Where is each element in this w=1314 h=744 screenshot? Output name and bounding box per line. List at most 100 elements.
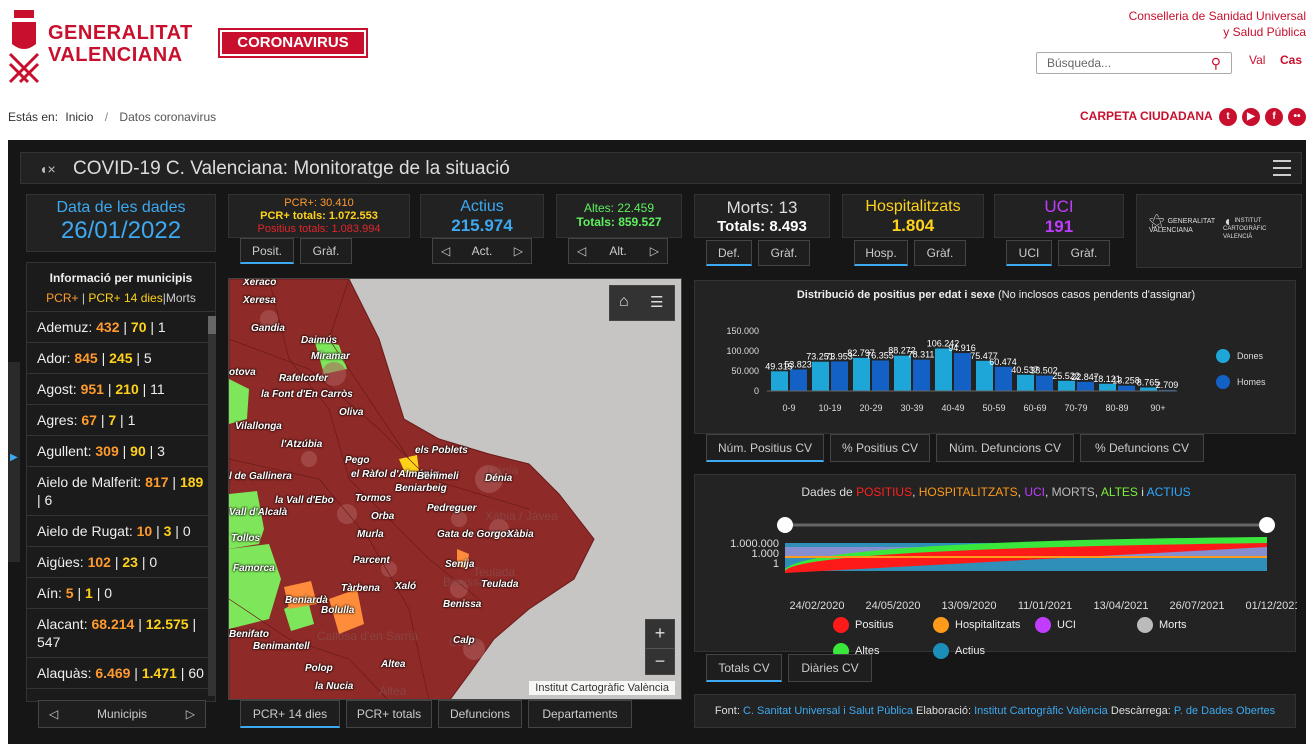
bar-dones[interactable] bbox=[1058, 380, 1075, 391]
tab-totals-cv[interactable]: Totals CV bbox=[706, 654, 782, 682]
side-panel-toggle[interactable]: ▶ bbox=[8, 362, 20, 562]
logo-text[interactable]: GENERALITAT VALENCIANA bbox=[48, 22, 193, 66]
chevron-left-icon[interactable]: ◁ bbox=[577, 244, 587, 258]
zoom-in-button[interactable]: + bbox=[654, 623, 666, 643]
timeseries-title: Dades de POSITIUS, HOSPITALITZATS, UCI, … bbox=[695, 485, 1297, 499]
map-view[interactable]: Dénia Xàbia / Jávea Teulada Benissa Calpe Cal… bbox=[228, 278, 682, 700]
tab-pcr-graf[interactable]: Gràf. bbox=[300, 238, 352, 264]
legend-label[interactable]: Hospitalitzats bbox=[955, 619, 1021, 631]
tab--defuncions-cv[interactable]: % Defuncions CV bbox=[1080, 434, 1204, 462]
tab-hosp-graf[interactable]: Gràf. bbox=[914, 240, 966, 266]
bar-homes[interactable] bbox=[913, 359, 930, 391]
bar-homes[interactable] bbox=[1118, 385, 1135, 391]
municipality-morts: 5 bbox=[143, 350, 152, 366]
bar-homes[interactable] bbox=[995, 366, 1012, 391]
legend-label[interactable]: UCI bbox=[1057, 619, 1076, 631]
map-attribution[interactable]: Institut Cartogràfic València bbox=[529, 681, 675, 695]
bar-value-label: 13.258 bbox=[1112, 376, 1140, 386]
bar-homes[interactable] bbox=[954, 353, 971, 391]
municipality-row[interactable]: Alaquàs: 6.469 | 1.471 | 60 bbox=[27, 658, 215, 689]
tab-di-ries-cv[interactable]: Diàries CV bbox=[788, 654, 872, 682]
list-scrollbar[interactable] bbox=[208, 316, 216, 696]
tab-morts-graf[interactable]: Gràf. bbox=[758, 240, 810, 266]
layer-list-icon[interactable]: ☰ bbox=[650, 294, 664, 311]
tab-hosp[interactable]: Hosp. bbox=[854, 240, 908, 266]
bar-dones[interactable] bbox=[1017, 374, 1034, 391]
footer-font-link[interactable]: C. Sanitat Universal i Salut Pública bbox=[742, 705, 913, 717]
tab-uci-graf[interactable]: Gràf. bbox=[1058, 240, 1110, 266]
footer-elab-link[interactable]: Institut Cartogràfic València bbox=[974, 705, 1108, 717]
tab-pcr-14-dies[interactable]: PCR+ 14 dies bbox=[240, 700, 340, 728]
municipality-row[interactable]: Aigües: 102 | 23 | 0 bbox=[27, 547, 215, 578]
bar-dones[interactable] bbox=[976, 360, 993, 391]
footer-desc-link[interactable]: P. de Dades Obertes bbox=[1173, 705, 1276, 717]
bar-homes[interactable] bbox=[872, 360, 889, 391]
tab-posit[interactable]: Posit. bbox=[240, 238, 294, 264]
breadcrumb-home-link[interactable]: Inicio bbox=[65, 110, 94, 124]
bar-dones[interactable] bbox=[812, 361, 829, 391]
coronavirus-label: CORONAVIRUS bbox=[237, 34, 349, 51]
tab-n-m-positius-cv[interactable]: Núm. Positius CV bbox=[706, 434, 824, 462]
municipality-row[interactable]: Aín: 5 | 1 | 0 bbox=[27, 578, 215, 609]
search-icon[interactable]: ⚲ bbox=[1210, 55, 1221, 71]
bar-homes[interactable] bbox=[831, 361, 848, 391]
menu-icon[interactable] bbox=[1273, 160, 1291, 176]
tab-defuncions[interactable]: Defuncions bbox=[438, 700, 522, 728]
bar-homes[interactable] bbox=[1036, 375, 1053, 391]
legend-label[interactable]: Actius bbox=[955, 645, 985, 657]
bar-value-label: 22.847 bbox=[1071, 372, 1099, 382]
municipality-row[interactable]: Alacant: 68.214 | 12.575 | 547 bbox=[27, 609, 215, 658]
facebook-icon[interactable]: f bbox=[1265, 108, 1283, 126]
bar-dones[interactable] bbox=[771, 371, 788, 391]
lang-cas-link[interactable]: Cas bbox=[1280, 53, 1303, 67]
municipality-row[interactable]: Agullent: 309 | 90 | 3 bbox=[27, 436, 215, 467]
zoom-control: + − bbox=[645, 619, 675, 675]
zoom-out-button[interactable]: − bbox=[646, 648, 674, 674]
coronavirus-button[interactable]: CORONAVIRUS bbox=[218, 28, 368, 58]
range-slider-handle-right[interactable] bbox=[1259, 517, 1275, 533]
chevron-right-icon[interactable]: ▷ bbox=[513, 244, 523, 258]
map-label: Bolulla bbox=[321, 605, 355, 616]
bar-dones[interactable] bbox=[1140, 387, 1157, 391]
bar-dones[interactable] bbox=[1099, 383, 1116, 391]
bar-homes[interactable] bbox=[790, 369, 807, 391]
youtube-icon[interactable]: ▶ bbox=[1242, 108, 1260, 126]
chevron-right-icon[interactable]: ▷ bbox=[185, 707, 195, 721]
chevron-left-icon[interactable]: ◁ bbox=[49, 707, 59, 721]
tab-def[interactable]: Def. bbox=[706, 240, 752, 266]
tab-n-m-defuncions-cv[interactable]: Núm. Defuncions CV bbox=[936, 434, 1074, 462]
bar-dones[interactable] bbox=[935, 348, 952, 391]
municipality-row[interactable]: Agres: 67 | 7 | 1 bbox=[27, 405, 215, 436]
tab-pcr-totals[interactable]: PCR+ totals bbox=[346, 700, 432, 728]
municipality-row[interactable]: Aielo de Rugat: 10 | 3 | 0 bbox=[27, 516, 215, 547]
tab-departaments[interactable]: Departaments bbox=[528, 700, 632, 728]
search-input[interactable]: Búsqueda... ⚲ bbox=[1036, 52, 1232, 74]
chevron-left-icon[interactable]: ◁ bbox=[441, 244, 451, 258]
lang-val-link[interactable]: Val bbox=[1249, 53, 1266, 67]
bar-homes[interactable] bbox=[1077, 381, 1094, 391]
twitter-icon[interactable]: t bbox=[1219, 108, 1237, 126]
range-slider-handle-left[interactable] bbox=[777, 517, 793, 533]
altes-totals: Totals: 859.527 bbox=[576, 215, 662, 229]
legend-label[interactable]: Morts bbox=[1159, 619, 1187, 631]
altes-nav: ◁ Alt. ▷ bbox=[568, 238, 668, 264]
chevron-right-icon[interactable]: ▷ bbox=[649, 244, 659, 258]
map-label: Dénia bbox=[485, 473, 513, 484]
tab--positius-cv[interactable]: % Positius CV bbox=[830, 434, 930, 462]
carpeta-ciudadana-link[interactable]: CARPETA CIUDADANA bbox=[1080, 109, 1213, 123]
municipality-row[interactable]: Ademuz: 432 | 70 | 1 bbox=[27, 312, 215, 343]
uci-panel: UCI 191 bbox=[994, 194, 1124, 238]
municipality-row[interactable]: Aielo de Malferit: 817 | 189 | 6 bbox=[27, 467, 215, 516]
map-label: Pedreguer bbox=[427, 503, 477, 514]
bar-homes[interactable] bbox=[1159, 389, 1176, 391]
home-icon[interactable]: ⌂ bbox=[619, 293, 629, 310]
legend-label[interactable]: Positius bbox=[855, 619, 894, 631]
timeseries-title-part: , bbox=[1045, 485, 1052, 499]
flickr-icon[interactable]: •• bbox=[1288, 108, 1306, 126]
icv-brand-text: INSTITUT CARTOGRÀFIC VALENCIÀ bbox=[1223, 218, 1267, 240]
municipality-row[interactable]: Agost: 951 | 210 | 11 bbox=[27, 374, 215, 405]
bar-dones[interactable] bbox=[894, 355, 911, 391]
municipality-row[interactable]: Ador: 845 | 245 | 5 bbox=[27, 343, 215, 374]
tab-uci[interactable]: UCI bbox=[1006, 240, 1052, 266]
bar-dones[interactable] bbox=[853, 357, 870, 391]
